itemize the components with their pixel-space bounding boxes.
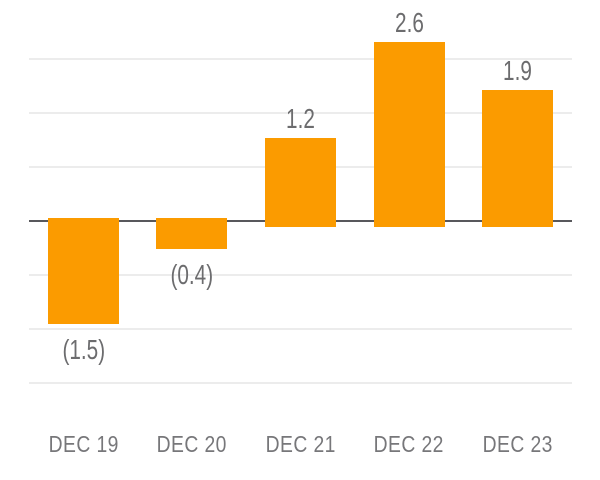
x-axis-label: DEC 21 <box>231 431 371 457</box>
gridline <box>29 382 572 384</box>
gridline <box>29 58 572 60</box>
x-axis-label: DEC 22 <box>339 431 479 457</box>
value-label: (1.5) <box>13 336 153 364</box>
x-axis-label-text: DEC 22 <box>373 431 445 457</box>
x-axis-label-text: DEC 21 <box>265 431 336 457</box>
x-axis-label: DEC 20 <box>122 431 262 457</box>
value-label-text: 1.2 <box>286 103 315 135</box>
value-label-text: (1.5) <box>61 334 105 366</box>
value-label: 1.2 <box>231 105 371 133</box>
bar <box>265 138 336 227</box>
gridline <box>29 112 572 114</box>
x-axis-label: DEC 19 <box>13 431 153 457</box>
x-axis-label-text: DEC 23 <box>482 431 553 457</box>
value-label-text: 1.9 <box>503 55 533 87</box>
gridline <box>29 328 572 330</box>
value-label: 1.9 <box>448 57 588 85</box>
value-label: 2.6 <box>339 9 479 37</box>
value-label-text: (0.4) <box>170 258 214 290</box>
value-label: (0.4) <box>122 258 262 290</box>
bar <box>47 218 119 325</box>
value-label-text: 2.6 <box>394 7 424 39</box>
x-axis-label: DEC 23 <box>448 431 588 457</box>
bar <box>482 90 554 227</box>
bar <box>373 42 445 227</box>
x-axis-label-text: DEC 20 <box>156 431 227 457</box>
gridline <box>29 274 572 276</box>
bar <box>156 218 228 249</box>
x-axis-label-text: DEC 19 <box>48 431 119 457</box>
